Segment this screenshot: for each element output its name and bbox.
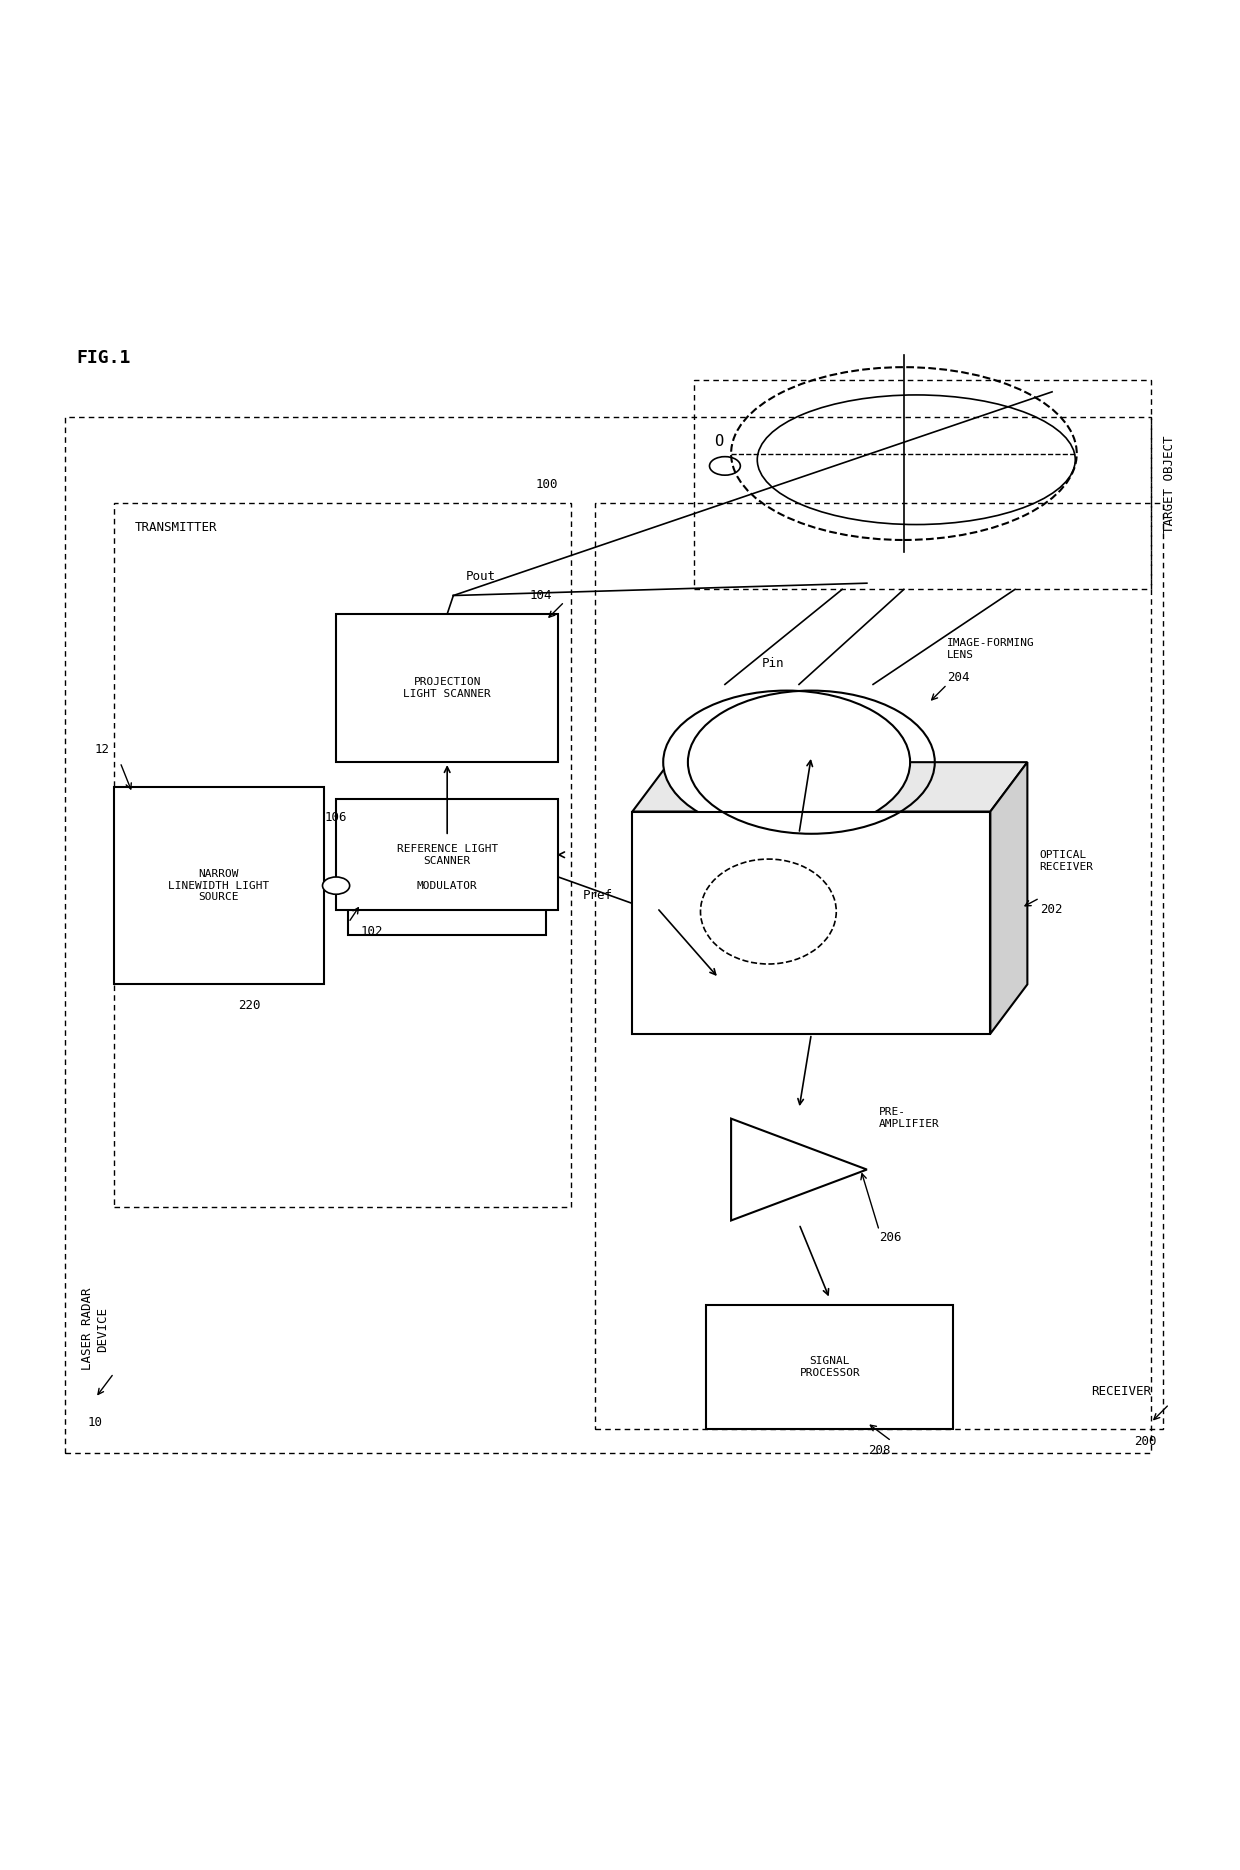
Text: 220: 220 (238, 999, 260, 1012)
Text: NARROW
LINEWIDTH LIGHT
SOURCE: NARROW LINEWIDTH LIGHT SOURCE (169, 870, 269, 901)
Ellipse shape (322, 877, 350, 894)
Text: MODULATOR: MODULATOR (417, 881, 477, 890)
Polygon shape (732, 1118, 867, 1221)
Text: TRANSMITTER: TRANSMITTER (134, 522, 217, 535)
Text: 200: 200 (1135, 1434, 1157, 1447)
Bar (64, 417, 1151, 1453)
Text: RECEIVER: RECEIVER (1091, 1386, 1151, 1399)
Bar (595, 503, 1163, 1429)
Text: 208: 208 (868, 1444, 890, 1457)
Text: 104: 104 (529, 589, 552, 602)
Text: Pref: Pref (583, 888, 613, 901)
Text: 10: 10 (88, 1416, 103, 1429)
Text: Pin: Pin (761, 656, 785, 669)
Ellipse shape (701, 858, 836, 965)
Text: OPTICAL
RECEIVER: OPTICAL RECEIVER (1039, 851, 1094, 871)
Text: 100: 100 (536, 477, 558, 490)
Bar (336, 798, 558, 911)
Text: O: O (714, 434, 723, 449)
Text: LASER RADAR
DEVICE: LASER RADAR DEVICE (82, 1288, 109, 1371)
Text: 206: 206 (879, 1230, 901, 1244)
Bar (694, 380, 1151, 589)
Bar (707, 1305, 954, 1429)
Polygon shape (991, 763, 1028, 1034)
Text: 204: 204 (947, 671, 970, 684)
Bar (114, 503, 570, 1206)
Text: Pout: Pout (466, 570, 496, 583)
Text: 102: 102 (361, 926, 383, 939)
Text: FIG.1: FIG.1 (77, 348, 131, 367)
Text: PROJECTION
LIGHT SCANNER: PROJECTION LIGHT SCANNER (403, 677, 491, 699)
Text: 12: 12 (94, 742, 109, 755)
Polygon shape (632, 763, 1028, 812)
Bar (348, 836, 546, 935)
Bar (632, 812, 991, 1034)
Text: 106: 106 (325, 812, 347, 825)
Bar (114, 787, 324, 984)
Text: IMAGE-FORMING
LENS: IMAGE-FORMING LENS (947, 638, 1035, 660)
Text: 202: 202 (1039, 903, 1063, 916)
Text: REFERENCE LIGHT
SCANNER: REFERENCE LIGHT SCANNER (397, 843, 497, 866)
Text: PRE-
AMPLIFIER: PRE- AMPLIFIER (879, 1107, 940, 1129)
Ellipse shape (663, 690, 910, 834)
Text: SIGNAL
PROCESSOR: SIGNAL PROCESSOR (800, 1356, 861, 1378)
Text: TARGET OBJECT: TARGET OBJECT (1163, 436, 1176, 533)
Bar (336, 613, 558, 763)
